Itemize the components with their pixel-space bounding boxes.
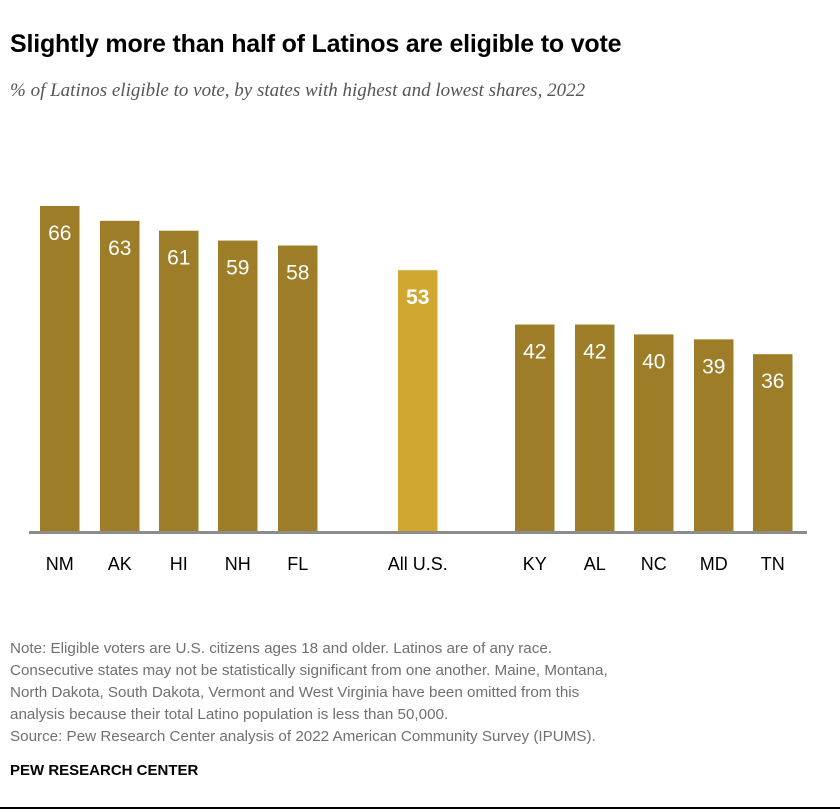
- data-label: 42: [523, 341, 546, 364]
- category-label: TN: [761, 554, 785, 574]
- data-label: 61: [167, 247, 190, 270]
- category-label: HI: [170, 554, 188, 574]
- category-label: NC: [641, 554, 667, 574]
- data-label: 58: [286, 262, 309, 285]
- bar-all-u-s-: [398, 270, 438, 532]
- data-label: 66: [48, 222, 71, 245]
- note-line: Consecutive states may not be statistica…: [10, 662, 608, 679]
- data-label: 39: [702, 355, 725, 378]
- bar-nh: [218, 240, 258, 533]
- bar-hi: [159, 230, 199, 533]
- bar-nm: [40, 206, 80, 532]
- bar-fl: [278, 245, 318, 533]
- bar-ak: [100, 220, 140, 532]
- category-label: AL: [584, 554, 606, 574]
- note-line: Note: Eligible voters are U.S. citizens …: [10, 640, 552, 657]
- data-label: 42: [583, 341, 606, 364]
- data-label: 63: [108, 237, 131, 260]
- data-label: 53: [406, 286, 429, 309]
- category-label: AK: [108, 554, 132, 574]
- data-label: 36: [761, 370, 784, 393]
- bottom-rule: [0, 807, 840, 809]
- data-label: 40: [642, 350, 665, 373]
- bar-nc: [634, 334, 674, 532]
- category-label: MD: [700, 554, 728, 574]
- x-axis-baseline: [29, 531, 807, 534]
- category-label: NH: [225, 554, 251, 574]
- category-label: FL: [287, 554, 308, 574]
- category-label: NM: [46, 554, 74, 574]
- category-label: KY: [523, 554, 547, 574]
- chart-subtitle: % of Latinos eligible to vote, by states…: [10, 80, 586, 101]
- chart-notes: Note: Eligible voters are U.S. citizens …: [10, 638, 830, 748]
- chart-title: Slightly more than half of Latinos are e…: [10, 30, 622, 58]
- data-label: 59: [226, 257, 249, 280]
- note-line: analysis because their total Latino popu…: [10, 706, 449, 723]
- brand-logo-text: PEW RESEARCH CENTER: [10, 762, 199, 779]
- bar-chart: 66 NM 63 AK 61 HI 59 NH 58 FL 53 All U.S. 42 KY 42 AL 40…: [29, 206, 807, 574]
- note-line: North Dakota, South Dakota, Vermont and …: [10, 684, 580, 701]
- bar-md: [694, 339, 734, 532]
- source-line: Source: Pew Research Center analysis of …: [10, 728, 596, 745]
- bar-al: [575, 324, 615, 532]
- bar-tn: [753, 354, 793, 532]
- category-label: All U.S.: [388, 554, 448, 574]
- bar-ky: [515, 324, 555, 532]
